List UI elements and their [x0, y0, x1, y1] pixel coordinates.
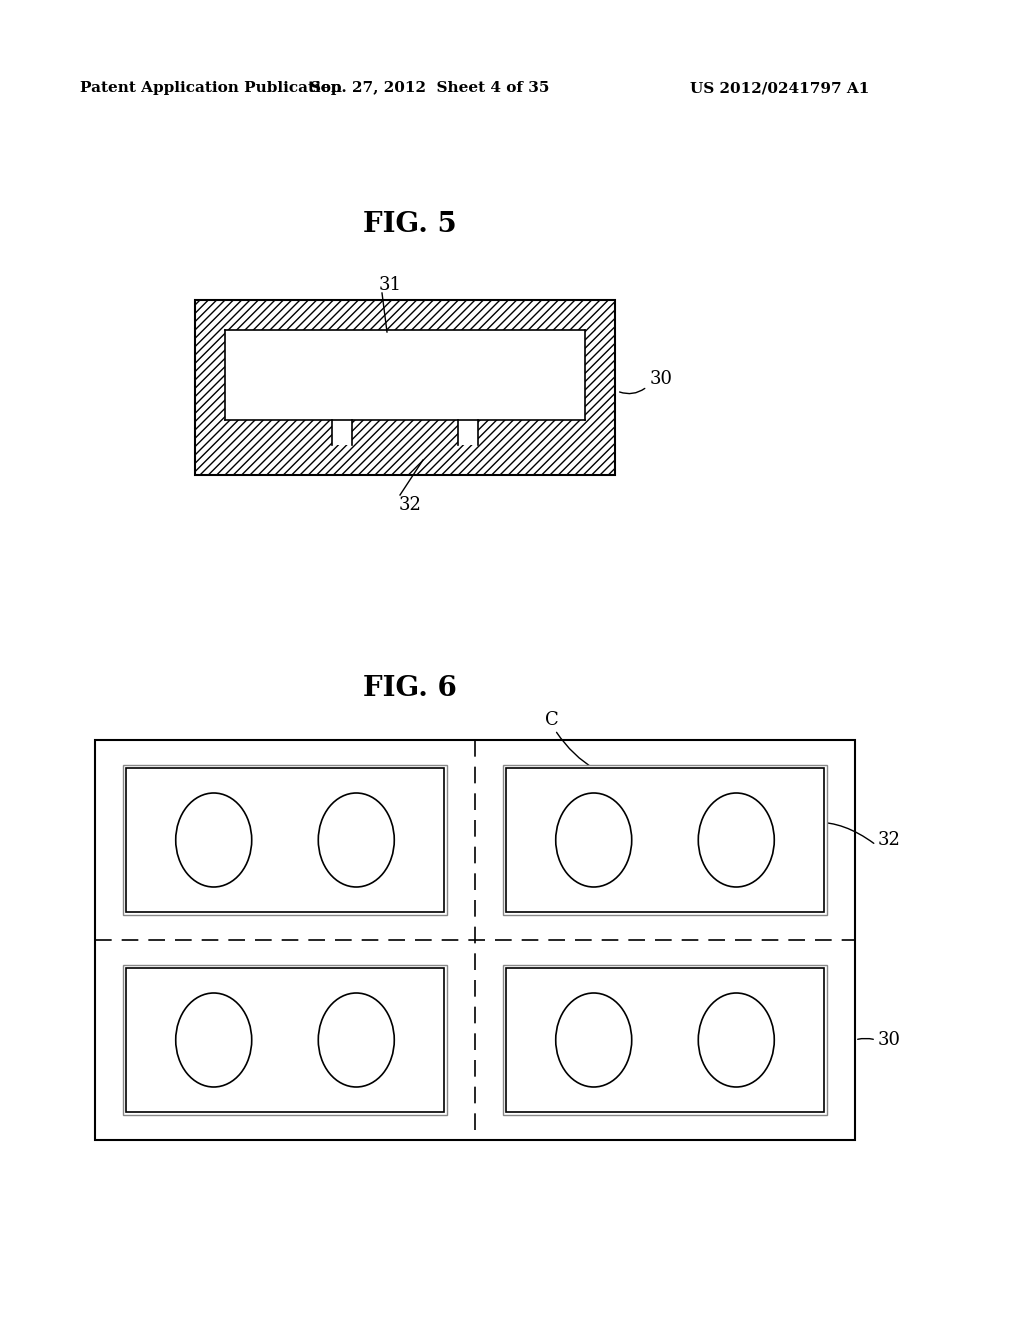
Bar: [195, 300, 615, 475]
Bar: [332, 420, 351, 445]
Bar: [506, 968, 824, 1111]
Text: 32: 32: [878, 832, 901, 849]
Ellipse shape: [698, 993, 774, 1086]
Bar: [503, 965, 827, 1115]
Ellipse shape: [698, 793, 774, 887]
Bar: [126, 968, 444, 1111]
Text: C: C: [545, 711, 559, 729]
Bar: [126, 768, 444, 912]
Text: Patent Application Publication: Patent Application Publication: [80, 81, 342, 95]
Ellipse shape: [176, 993, 252, 1086]
Text: 30: 30: [878, 1031, 901, 1049]
Bar: [503, 766, 827, 915]
Bar: [123, 766, 447, 915]
Ellipse shape: [556, 993, 632, 1086]
Bar: [195, 300, 615, 475]
Ellipse shape: [176, 793, 252, 887]
Text: FIG. 6: FIG. 6: [364, 675, 457, 701]
Bar: [123, 965, 447, 1115]
Text: US 2012/0241797 A1: US 2012/0241797 A1: [690, 81, 869, 95]
Text: FIG. 5: FIG. 5: [364, 211, 457, 239]
Ellipse shape: [318, 793, 394, 887]
Text: 32: 32: [398, 496, 422, 513]
Ellipse shape: [556, 793, 632, 887]
FancyArrowPatch shape: [620, 388, 645, 393]
Bar: [459, 420, 478, 445]
Ellipse shape: [318, 993, 394, 1086]
Bar: [506, 768, 824, 912]
FancyArrowPatch shape: [758, 822, 873, 846]
Text: Sep. 27, 2012  Sheet 4 of 35: Sep. 27, 2012 Sheet 4 of 35: [310, 81, 550, 95]
FancyArrowPatch shape: [556, 733, 646, 785]
Bar: [225, 330, 585, 420]
Bar: [95, 741, 855, 1140]
Text: 31: 31: [379, 276, 401, 294]
Bar: [195, 300, 615, 475]
Text: 30: 30: [650, 370, 673, 388]
